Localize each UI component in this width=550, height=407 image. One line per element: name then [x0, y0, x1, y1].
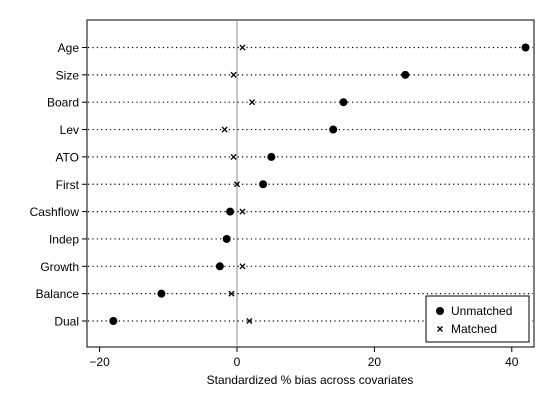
x-axis: −20 0 20 40: [89, 347, 519, 369]
legend-matched-label: Matched: [451, 322, 497, 336]
x-tick-label--20: −20: [89, 355, 110, 369]
y-tick-label-balance: Balance: [36, 287, 80, 301]
x-tick-label-0: 0: [234, 355, 241, 369]
matched-point-size: [230, 71, 237, 78]
x-tick-label-20: 20: [368, 355, 382, 369]
y-tick-label-board: Board: [47, 96, 79, 110]
matched-point-lev: [221, 126, 228, 133]
plot-frame: [86, 19, 535, 348]
legend-box: [425, 295, 530, 343]
y-tick-label-dual: Dual: [54, 315, 79, 329]
legend: Unmatched Matched: [425, 295, 530, 343]
y-tick-label-age: Age: [58, 41, 80, 55]
unmatched-point-lev: [329, 125, 338, 134]
y-tick-label-ato: ATO: [55, 150, 79, 164]
matched-point-dual: [246, 317, 253, 325]
matched-point-cashflow: [239, 208, 246, 215]
matched-point-growth: [239, 263, 246, 270]
y-tick-label-indep: Indep: [49, 232, 79, 246]
legend-matched-marker: [437, 326, 443, 332]
unmatched-point-ato: [267, 152, 276, 161]
y-tick-label-lev: Lev: [60, 123, 79, 137]
unmatched-point-size: [401, 70, 410, 79]
unmatched-point-age: [521, 43, 530, 52]
unmatched-point-indep: [222, 234, 231, 243]
x-axis-title: Standardized % bias across covariates: [207, 373, 414, 387]
y-tick-label-cashflow: Cashflow: [30, 205, 80, 219]
matched-point-ato: [230, 153, 237, 160]
legend-unmatched-label: Unmatched: [451, 304, 512, 318]
matched-point-board: [249, 99, 256, 106]
matched-point-first: [233, 181, 241, 188]
unmatched-point-dual: [109, 317, 118, 325]
unmatched-point-board: [339, 98, 348, 107]
y-axis-labels: Age Size Board Lev ATO First Cashflow Indep Grow…: [30, 41, 87, 329]
unmatched-point-balance: [157, 289, 166, 298]
x-tick-label-40: 40: [505, 355, 519, 369]
unmatched-point-cashflow: [226, 207, 235, 216]
legend-unmatched-marker: [436, 307, 444, 315]
data-markers: [109, 43, 530, 325]
unmatched-point-first: [259, 180, 268, 189]
y-tick-label-size: Size: [56, 68, 80, 82]
unmatched-point-growth: [215, 262, 224, 271]
y-tick-label-first: First: [56, 178, 80, 192]
y-tick-label-growth: Growth: [40, 260, 79, 274]
matched-point-age: [239, 44, 246, 51]
matched-point-balance: [228, 290, 235, 297]
